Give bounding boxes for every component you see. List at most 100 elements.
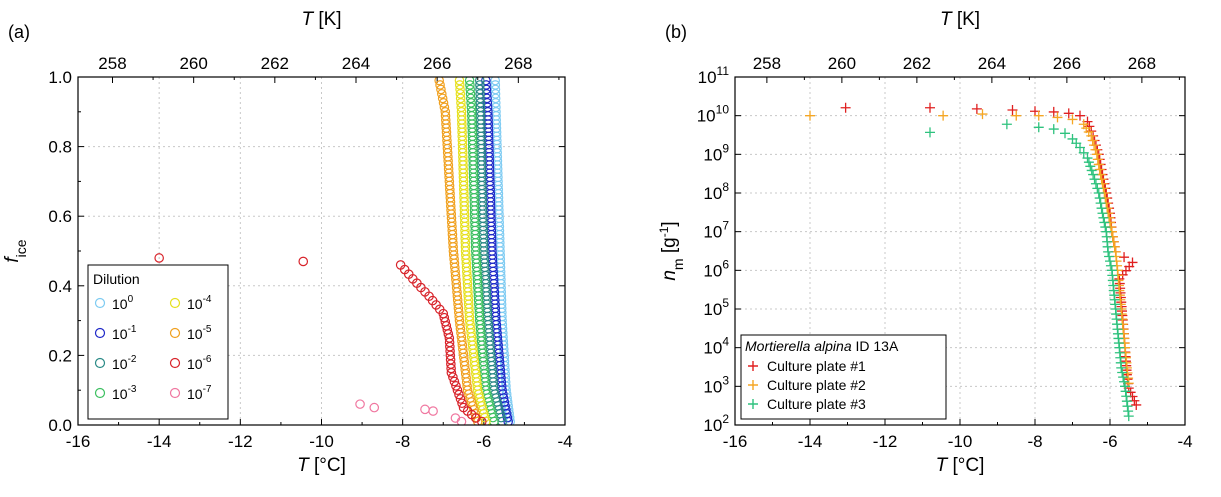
series-7 <box>154 253 487 425</box>
legend-title-id: ID 13A <box>852 338 899 354</box>
y-tick-label: 103 <box>703 373 729 396</box>
data-point <box>1086 165 1097 176</box>
data-point <box>490 77 500 86</box>
data-point <box>1096 203 1107 214</box>
x-top-tick-label: 266 <box>1053 54 1081 73</box>
data-point <box>1117 367 1128 378</box>
x-top-tick-label: 260 <box>179 54 207 73</box>
x-axis-label-var: T <box>297 455 310 476</box>
legend-box <box>87 264 229 420</box>
x-tick-label: -10 <box>948 432 973 451</box>
legend-marker <box>748 380 758 390</box>
data-point <box>1001 119 1012 130</box>
x-axis-label-unit: [°C] <box>947 455 984 476</box>
data-point <box>1048 124 1059 135</box>
y-axis-label: fice <box>2 239 29 262</box>
data-point <box>925 102 935 113</box>
y-tick-base: 10 <box>698 68 717 87</box>
data-point <box>1078 147 1089 158</box>
x-tick-label: -6 <box>476 432 491 451</box>
data-point <box>1087 135 1098 146</box>
series-2 <box>805 109 1134 389</box>
y-tick-base: 10 <box>697 107 716 126</box>
data-point <box>1098 212 1109 223</box>
series-5 <box>454 77 491 425</box>
data-point <box>1105 260 1116 271</box>
data-point <box>435 80 445 90</box>
series-3 <box>925 119 1134 422</box>
x-top-tick-label: 268 <box>1128 54 1156 73</box>
y-axis-label-unit-exp: -1 <box>657 226 671 237</box>
data-point <box>1127 257 1138 268</box>
series-6 <box>434 77 483 425</box>
y-tick-exp: 11 <box>717 64 730 78</box>
data-point <box>439 312 450 323</box>
y-tick-exp: 2 <box>722 412 729 426</box>
data-point <box>474 77 485 86</box>
legend-title: Dilution <box>93 271 140 287</box>
y-tick-label: 106 <box>703 257 729 280</box>
legend-marker <box>169 387 181 399</box>
data-point <box>481 77 491 86</box>
y-tick-exp: 4 <box>722 335 729 349</box>
data-point <box>437 89 447 99</box>
data-point <box>458 402 469 413</box>
legend-label-exp: -4 <box>203 294 212 305</box>
x-tick-label: -8 <box>395 432 410 451</box>
data-point <box>1120 381 1130 392</box>
y-tick-label: 0.6 <box>48 207 72 226</box>
x-tick-label: -4 <box>557 432 572 451</box>
data-layer <box>154 77 516 425</box>
data-point <box>436 84 446 95</box>
x-axis-label: T [°C] <box>936 455 985 476</box>
data-point <box>1100 222 1111 233</box>
data-point <box>938 110 949 121</box>
legend-label-base: 10 <box>112 386 128 402</box>
data-point <box>925 127 935 138</box>
x-top-axis-label-unit: [K] <box>952 9 981 30</box>
data-layer <box>805 102 1142 422</box>
data-point <box>1095 198 1106 209</box>
x-tick-label: -16 <box>66 432 91 451</box>
data-point <box>1094 193 1105 204</box>
data-point <box>1085 161 1096 172</box>
data-point <box>1106 265 1117 276</box>
data-point <box>451 381 461 391</box>
y-tick-label: 108 <box>703 180 729 203</box>
legend-label-base: 10 <box>112 356 128 372</box>
legend-label-base: 10 <box>187 326 203 342</box>
y-axis-label: nm [g-1] <box>657 221 686 280</box>
data-point <box>1067 114 1078 125</box>
y-tick-exp: 6 <box>722 257 729 271</box>
plot-frame <box>734 76 1186 426</box>
legend-label-exp: -5 <box>203 324 212 335</box>
legend-marker <box>94 327 106 339</box>
y-tick-label: 104 <box>703 335 729 358</box>
x-tick-label: -16 <box>723 432 748 451</box>
data-point <box>1088 169 1099 180</box>
plot-frame <box>77 76 566 426</box>
series-8 <box>355 399 467 425</box>
legend-label: 10-1 <box>112 324 137 342</box>
x-tick-label: -12 <box>228 432 253 451</box>
x-tick-label: -6 <box>1102 432 1117 451</box>
data-point <box>1090 144 1101 155</box>
y-tick-label: 1010 <box>697 103 730 126</box>
data-point <box>1090 178 1101 189</box>
data-point <box>438 98 449 108</box>
y-tick-base: 10 <box>703 300 722 319</box>
data-point <box>1060 128 1070 139</box>
legend-box <box>740 334 947 420</box>
data-point <box>1011 110 1022 121</box>
legend-label-base: 10 <box>187 356 203 372</box>
y-tick-exp: 9 <box>722 141 729 155</box>
data-point <box>1093 159 1104 170</box>
data-point <box>452 385 463 395</box>
data-point <box>457 398 467 409</box>
data-point <box>1052 112 1063 123</box>
x-top-tick-label: 262 <box>261 54 289 73</box>
y-tick-exp: 7 <box>722 219 729 233</box>
data-point <box>1104 251 1115 262</box>
legend-label: 10-2 <box>112 354 137 372</box>
